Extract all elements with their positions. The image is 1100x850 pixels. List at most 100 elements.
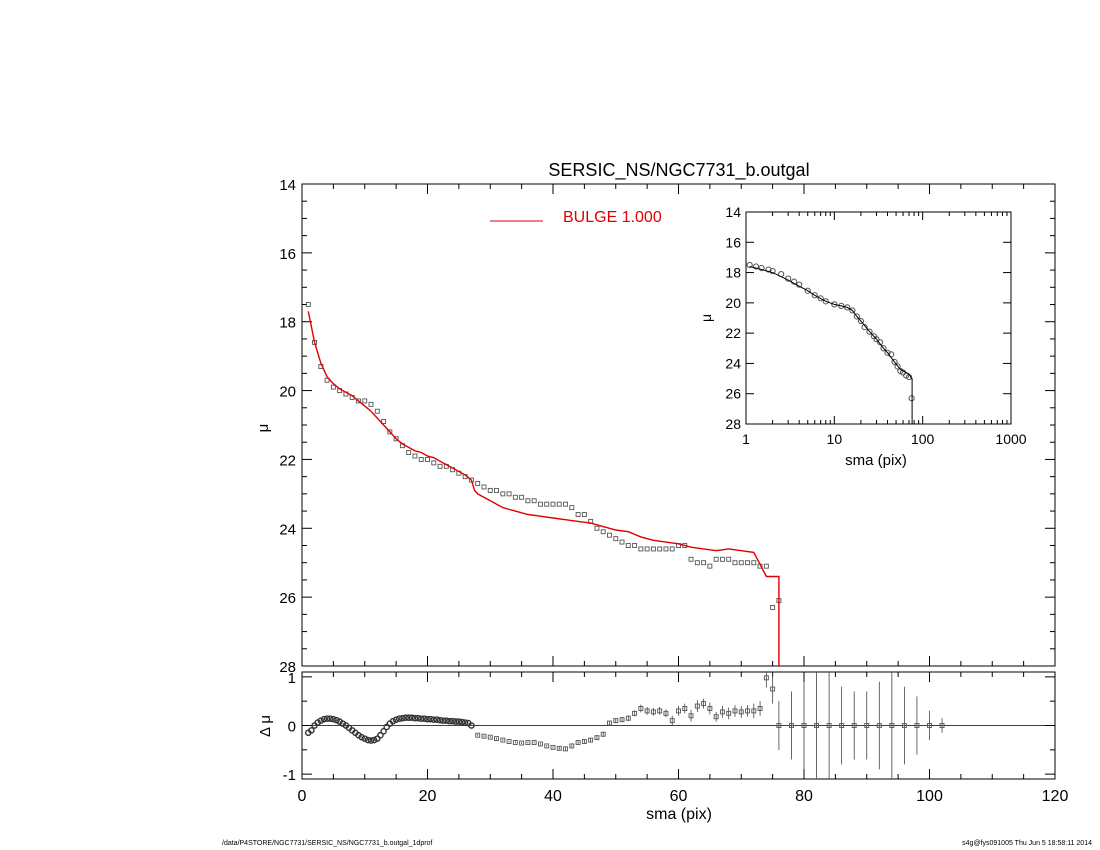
residual-point <box>389 717 397 725</box>
residual-point <box>694 703 700 709</box>
residual-point <box>500 737 506 743</box>
inset-data-point <box>877 339 884 346</box>
inset-data-point <box>811 292 818 299</box>
residual-point <box>323 715 331 722</box>
data-point <box>374 408 380 414</box>
residual-point <box>395 715 403 722</box>
residual-point <box>512 740 518 745</box>
residual-x-tick-label: 40 <box>544 788 562 805</box>
residual-point <box>757 706 763 711</box>
residual-point <box>864 723 870 728</box>
residual-y-tick-label: 1 <box>288 670 296 687</box>
residual-point <box>405 714 412 722</box>
residual-x-tick-label: 80 <box>795 788 813 805</box>
residual-point <box>399 714 406 722</box>
main-y-axis-label: μ <box>255 424 272 433</box>
residual-point <box>364 736 372 744</box>
residual-point <box>814 723 819 728</box>
data-point <box>575 512 581 517</box>
residual-point <box>430 716 438 723</box>
residual-point <box>789 723 794 728</box>
residual-point <box>901 723 907 728</box>
residual-point <box>839 723 845 728</box>
data-point <box>569 505 575 511</box>
inset-y-tick-label: 18 <box>725 265 741 281</box>
residual-point <box>588 737 594 743</box>
residual-x-tick-label: 0 <box>298 788 307 805</box>
residual-point <box>333 716 340 724</box>
residual-point <box>625 715 631 721</box>
residual-point <box>726 710 732 716</box>
residual-point <box>538 741 543 747</box>
residual-point <box>424 715 431 723</box>
residual-point <box>519 740 525 746</box>
legend-label: BULGE 1.000 <box>563 209 662 226</box>
data-point <box>613 536 619 542</box>
data-point <box>406 450 412 455</box>
main-plot: 14 16 18 20 22 24 26 28 μ BULGE 1.000 <box>255 177 1056 676</box>
data-point <box>519 494 525 500</box>
inset-data-point <box>752 263 760 270</box>
data-point <box>726 556 732 562</box>
residual-point <box>531 740 537 745</box>
residual-point <box>927 723 932 728</box>
residual-point <box>763 675 769 681</box>
inset-model-line <box>749 266 913 424</box>
data-point <box>732 560 738 566</box>
main-y-tick-label: 16 <box>279 246 296 263</box>
residual-point <box>427 715 434 723</box>
residual-x-tick-label: 100 <box>916 788 943 805</box>
inset-data-point <box>884 349 891 356</box>
data-point <box>657 546 663 552</box>
residual-point <box>402 714 409 722</box>
data-point <box>475 481 481 486</box>
residual-point <box>330 715 337 723</box>
main-y-tick-label: 22 <box>279 452 296 469</box>
inset-data-point <box>891 358 898 366</box>
inset-y-tick-label: 20 <box>725 295 741 311</box>
inset-plot-frame <box>745 211 1012 425</box>
residual-point <box>650 709 656 715</box>
residual-point <box>458 718 466 726</box>
footer-timestamp: s4g@fys091005 Thu Jun 5 18:58:11 2014 <box>962 840 1092 847</box>
residual-point <box>713 714 719 720</box>
residual-x-tick-label: 120 <box>1042 788 1069 805</box>
residual-point <box>414 714 422 722</box>
residual-point <box>525 740 531 745</box>
data-point <box>694 560 700 566</box>
data-point <box>550 501 556 507</box>
residual-point <box>876 723 882 728</box>
residual-y-tick-label: 0 <box>288 719 296 736</box>
data-point <box>368 401 374 407</box>
data-point <box>362 398 368 404</box>
residual-point <box>380 728 387 735</box>
inset-x-tick-label: 1 <box>742 431 750 447</box>
residual-point <box>455 718 463 725</box>
residual-point <box>433 716 441 723</box>
inset-x-tick-label: 10 <box>827 431 843 447</box>
residual-x-tick-label: 60 <box>670 788 688 805</box>
data-point <box>387 429 393 435</box>
residual-point <box>607 720 612 726</box>
data-point <box>330 384 336 390</box>
data-point <box>531 498 537 504</box>
data-point <box>770 605 776 610</box>
residual-point <box>446 717 453 725</box>
data-point <box>663 546 669 552</box>
residual-point <box>732 708 738 714</box>
inset-data-point <box>880 345 887 352</box>
inset-data-point <box>866 328 873 335</box>
data-point <box>625 543 631 548</box>
data-point <box>650 546 656 552</box>
inset-data-point <box>894 363 901 370</box>
data-point <box>538 501 543 507</box>
inset-data-point <box>873 336 880 343</box>
inset-y-tick-label: 28 <box>725 416 741 432</box>
residual-point <box>801 723 807 728</box>
data-point <box>544 501 550 507</box>
residual-point <box>468 722 475 729</box>
data-point <box>701 560 707 566</box>
data-point <box>607 532 612 538</box>
data-point <box>563 501 568 507</box>
residual-point <box>367 737 375 744</box>
